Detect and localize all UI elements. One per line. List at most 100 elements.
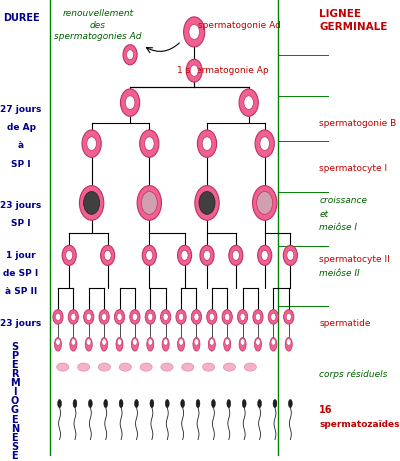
Ellipse shape xyxy=(202,363,215,371)
Text: N: N xyxy=(11,424,19,434)
Circle shape xyxy=(239,89,258,116)
Circle shape xyxy=(117,339,122,345)
Circle shape xyxy=(286,313,291,320)
Circle shape xyxy=(284,310,294,324)
Circle shape xyxy=(99,310,109,324)
Circle shape xyxy=(132,313,138,320)
Circle shape xyxy=(86,313,91,320)
Ellipse shape xyxy=(258,399,262,408)
Text: de SP I: de SP I xyxy=(4,269,39,278)
Circle shape xyxy=(140,130,159,157)
Text: spermatide: spermatide xyxy=(319,319,371,328)
Ellipse shape xyxy=(285,337,292,351)
Circle shape xyxy=(240,313,245,320)
Circle shape xyxy=(66,250,73,260)
Circle shape xyxy=(164,339,168,345)
Text: E: E xyxy=(11,360,18,370)
Circle shape xyxy=(133,339,137,345)
Circle shape xyxy=(117,313,122,320)
Circle shape xyxy=(200,245,214,266)
Circle shape xyxy=(144,137,154,150)
Circle shape xyxy=(271,339,276,345)
Circle shape xyxy=(255,130,274,157)
Ellipse shape xyxy=(178,337,184,351)
Ellipse shape xyxy=(73,399,77,408)
Text: croissance: croissance xyxy=(319,196,367,205)
Circle shape xyxy=(260,137,270,150)
Text: de Ap: de Ap xyxy=(7,123,36,132)
Text: spermatocyte I: spermatocyte I xyxy=(319,164,387,173)
Text: meiôse I: meiôse I xyxy=(319,224,357,232)
Ellipse shape xyxy=(181,399,184,408)
Circle shape xyxy=(145,310,156,324)
Text: spermatogonie B: spermatogonie B xyxy=(319,118,396,128)
Circle shape xyxy=(176,310,186,324)
Text: 16: 16 xyxy=(319,405,333,415)
Text: à SP II: à SP II xyxy=(5,287,37,296)
Text: 23 jours: 23 jours xyxy=(0,319,42,328)
Circle shape xyxy=(56,339,60,345)
Circle shape xyxy=(68,310,78,324)
Circle shape xyxy=(286,339,291,345)
Text: spermatogonie Ad: spermatogonie Ad xyxy=(198,21,280,30)
Circle shape xyxy=(178,245,192,266)
Circle shape xyxy=(191,310,202,324)
Circle shape xyxy=(114,310,125,324)
Circle shape xyxy=(179,339,183,345)
Ellipse shape xyxy=(54,337,62,351)
Circle shape xyxy=(186,59,202,82)
Circle shape xyxy=(204,250,210,260)
Circle shape xyxy=(102,339,106,345)
Circle shape xyxy=(71,339,76,345)
Circle shape xyxy=(62,245,76,266)
Circle shape xyxy=(80,186,104,220)
Ellipse shape xyxy=(119,363,131,371)
Circle shape xyxy=(202,137,212,150)
Circle shape xyxy=(253,310,263,324)
Circle shape xyxy=(163,313,168,320)
Ellipse shape xyxy=(196,399,200,408)
Text: M: M xyxy=(10,378,20,388)
Circle shape xyxy=(82,130,101,157)
Circle shape xyxy=(100,245,115,266)
Ellipse shape xyxy=(58,399,62,408)
Ellipse shape xyxy=(273,399,277,408)
Ellipse shape xyxy=(131,337,138,351)
Circle shape xyxy=(87,137,96,150)
Circle shape xyxy=(86,339,91,345)
Circle shape xyxy=(283,245,297,266)
Ellipse shape xyxy=(182,363,194,371)
Circle shape xyxy=(130,310,140,324)
Text: des: des xyxy=(90,21,106,30)
Circle shape xyxy=(178,313,184,320)
Text: à: à xyxy=(18,142,24,150)
Ellipse shape xyxy=(116,337,123,351)
Text: corps résiduels: corps résiduels xyxy=(319,369,388,378)
Circle shape xyxy=(195,186,219,220)
Circle shape xyxy=(257,191,273,214)
Circle shape xyxy=(225,339,230,345)
Text: E: E xyxy=(11,433,18,443)
Text: O: O xyxy=(10,396,19,406)
Ellipse shape xyxy=(161,363,173,371)
Text: 23 jours: 23 jours xyxy=(0,201,42,210)
Circle shape xyxy=(199,191,215,214)
Ellipse shape xyxy=(98,363,110,371)
Circle shape xyxy=(184,17,205,47)
Ellipse shape xyxy=(78,363,90,371)
Ellipse shape xyxy=(104,399,108,408)
Ellipse shape xyxy=(224,337,231,351)
Circle shape xyxy=(71,313,76,320)
Ellipse shape xyxy=(88,399,92,408)
Text: R: R xyxy=(11,369,18,379)
Text: 1 jour: 1 jour xyxy=(6,251,36,260)
Circle shape xyxy=(190,65,198,77)
Ellipse shape xyxy=(254,337,262,351)
Circle shape xyxy=(287,250,294,260)
Circle shape xyxy=(244,96,254,109)
Circle shape xyxy=(102,313,107,320)
Circle shape xyxy=(194,339,199,345)
Circle shape xyxy=(123,45,137,65)
Circle shape xyxy=(256,339,260,345)
Circle shape xyxy=(120,89,140,116)
